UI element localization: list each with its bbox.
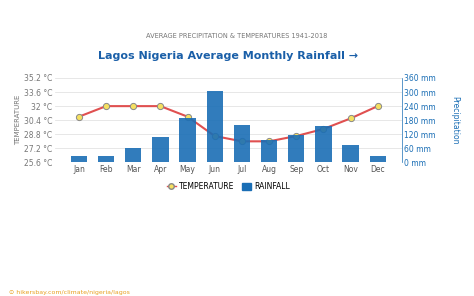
Point xyxy=(319,127,327,131)
Y-axis label: Precipitation: Precipitation xyxy=(450,96,459,144)
Point xyxy=(238,139,246,144)
Point xyxy=(292,134,300,139)
Bar xyxy=(207,91,223,163)
Bar xyxy=(125,148,141,163)
Bar xyxy=(370,156,386,163)
Bar xyxy=(234,126,250,163)
Point xyxy=(75,114,83,119)
Point xyxy=(184,114,191,119)
Bar xyxy=(98,156,114,163)
Bar xyxy=(71,156,87,163)
Point xyxy=(347,116,355,121)
Bar xyxy=(342,145,359,163)
Title: Lagos Nigeria Average Monthly Rainfall →: Lagos Nigeria Average Monthly Rainfall → xyxy=(98,51,358,60)
Bar xyxy=(288,136,304,163)
Point xyxy=(211,134,219,139)
Point xyxy=(102,104,110,109)
Point xyxy=(374,104,382,109)
Point xyxy=(156,104,164,109)
Text: AVERAGE PRECIPITATION & TEMPERATURES 1941-2018: AVERAGE PRECIPITATION & TEMPERATURES 194… xyxy=(146,33,328,38)
Text: ⊙ hikersbay.com/climate/nigeria/lagos: ⊙ hikersbay.com/climate/nigeria/lagos xyxy=(9,289,130,295)
Bar xyxy=(152,137,169,163)
Point xyxy=(129,104,137,109)
Bar xyxy=(180,118,196,163)
Legend: TEMPERATURE, RAINFALL: TEMPERATURE, RAINFALL xyxy=(164,179,293,194)
Y-axis label: TEMPERATURE: TEMPERATURE xyxy=(15,95,21,145)
Point xyxy=(265,139,273,144)
Bar xyxy=(315,126,331,163)
Bar xyxy=(261,140,277,163)
